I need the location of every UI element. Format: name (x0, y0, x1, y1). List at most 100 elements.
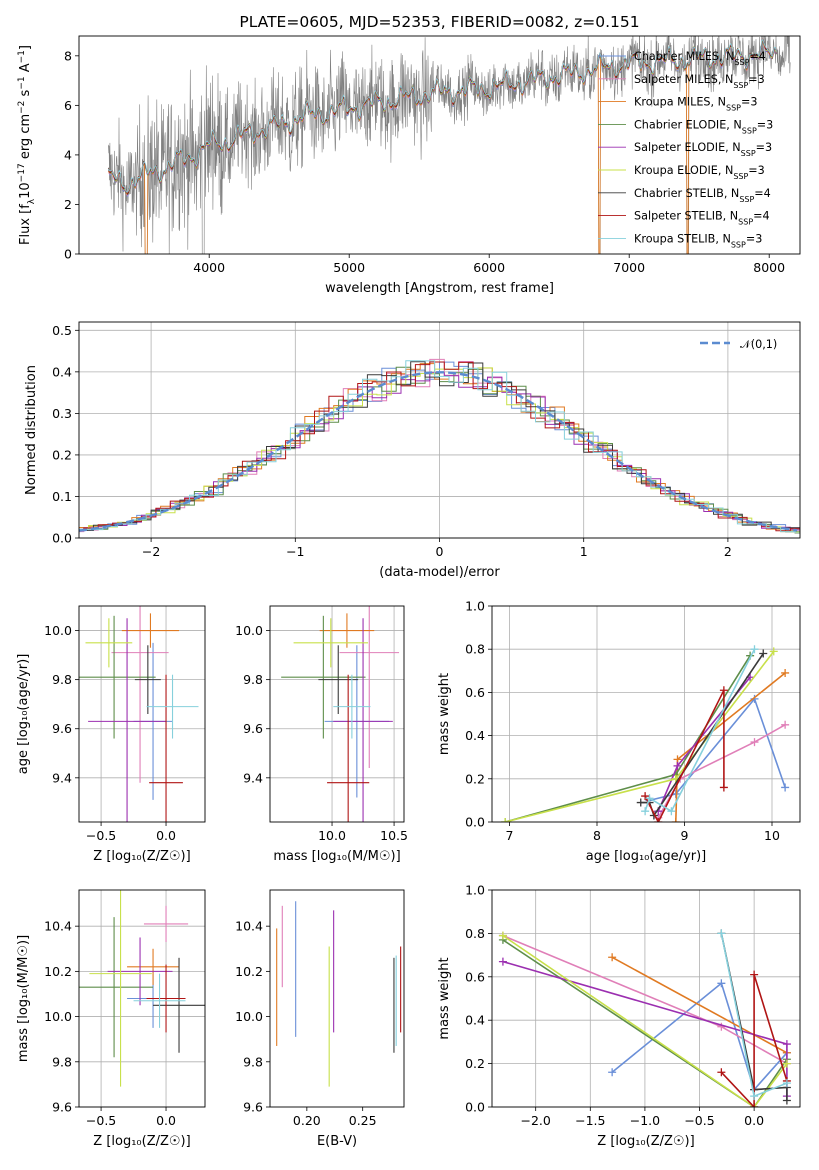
x-axis-label: age [log₁₀(age/yr)] (586, 849, 707, 864)
errorbar-salpeter_stelib (327, 674, 370, 822)
errorbar-kroupa_stelib (333, 674, 371, 739)
legend-entry-gaussian: 𝒩(0,1) (740, 338, 777, 351)
legend: Chabrier MILES, NSSP=4 Salpeter MILES, NS… (598, 50, 773, 249)
errorbar-salpeter_elodie (88, 618, 167, 822)
x-tick-label: 0.25 (349, 1113, 377, 1128)
y-tick-label: 0.6 (465, 969, 485, 984)
legend-entry-salpeter_elodie: Salpeter ELODIE, NSSP=3 (634, 141, 772, 158)
x-tick-label: −2.0 (521, 1113, 551, 1128)
panel-spectrum: 4000 5000 6000 7000 8000 0 2 4 6 8 PLATE=0605, MJD… (17, 13, 801, 296)
y-tick-label: 10.4 (44, 919, 72, 934)
x-tick-label: 10.0 (318, 828, 346, 843)
x-axis-label: Z [log₁₀(Z/Z☉)] (597, 1134, 694, 1149)
point-marker-salpeter_elodie (782, 1040, 791, 1049)
errorbar-kroupa_miles (319, 613, 375, 648)
series-line-kroupa_stelib (644, 648, 756, 813)
y-tick-label: 10.0 (235, 623, 263, 638)
point-marker-salpeter_stelib (641, 792, 650, 801)
x-tick-label: 4000 (193, 260, 225, 275)
series-salpeter_stelib (641, 686, 728, 822)
y-tick-label: 8 (64, 48, 72, 63)
y-tick-label: 9.6 (243, 1100, 263, 1115)
y-tick-label: 10.2 (44, 964, 72, 979)
point-marker-chabrier_stelib (782, 1096, 791, 1105)
series-line-salpeter_miles (657, 724, 786, 819)
model-spectrum-kroupa_stelib (108, 38, 777, 193)
point-marker-kroupa_stelib (667, 807, 676, 816)
x-axis-label: Z [log₁₀(Z/Z☉)] (93, 1134, 190, 1149)
errorbar-salpeter_miles (143, 905, 189, 942)
axes-frame (269, 605, 405, 823)
y-axis-label: mass weight (437, 957, 452, 1039)
point-marker-kroupa_elodie (769, 647, 778, 656)
x-tick-label: 8 (593, 828, 601, 843)
y-tick-label: 9.8 (243, 672, 263, 687)
errorbar-plot-area (79, 890, 205, 1087)
grid (270, 606, 404, 822)
legend-entry-chabrier_elodie: Chabrier ELODIE, NSSP=3 (634, 118, 773, 135)
panel-massweight-vs-metallicity: −2.0 −1.5 −1.0 −0.5 0.0 0.0 0.2 0.4 0.6 0.8 1.0 Z [… (437, 883, 801, 1149)
x-axis-label: mass [log₁₀(M/M☉)] (273, 849, 400, 864)
y-tick-label: 0.4 (465, 728, 485, 743)
errorbar-chabrier_stelib (134, 645, 161, 714)
y-tick-label: 0.1 (52, 489, 72, 504)
point-marker-salpeter_miles (717, 1022, 726, 1031)
y-tick-label: 10.4 (235, 919, 263, 934)
y-axis-label: Flux [fλ10−17 erg cm−2 s−1 A−1] (17, 45, 37, 245)
legend-entry-kroupa_miles: Kroupa MILES, NSSP=3 (634, 96, 757, 113)
series-kroupa_stelib (717, 929, 791, 1101)
x-tick-label: −1.5 (575, 1113, 605, 1128)
y-tick-label: 0.8 (465, 926, 485, 941)
point-marker-salpeter_miles (750, 738, 759, 747)
point-marker-chabrier_stelib (759, 649, 768, 658)
series-line-kroupa_elodie (504, 650, 775, 822)
y-tick-label: 10.0 (235, 1009, 263, 1024)
x-tick-label: 0.20 (293, 1113, 321, 1128)
y-tick-label: 0.2 (465, 1056, 485, 1071)
x-tick-label: −0.5 (86, 1113, 116, 1128)
normal-distribution-curve (79, 371, 798, 532)
point-marker-salpeter_miles (781, 720, 790, 729)
y-tick-label: 0.2 (52, 447, 72, 462)
x-tick-label: 10 (764, 828, 780, 843)
point-marker-chabrier_miles (717, 979, 726, 988)
errorbar-plot-area (79, 606, 199, 822)
panel-mass-vs-metallicity: −0.5 0.0 9.6 9.8 10.0 10.2 10.4 Z [log₁₀(Z/Z☉)]… (16, 889, 206, 1149)
point-marker-kroupa_miles (608, 953, 617, 962)
x-axis-label: (data-model)/error (379, 565, 500, 580)
errorbar-kroupa_miles (127, 948, 180, 985)
errorbar-kroupa_elodie (89, 890, 152, 1087)
legend: 𝒩(0,1) (700, 338, 777, 351)
errorbar-salpeter_elodie (333, 618, 393, 822)
series-line-chabrier_elodie (502, 939, 788, 1107)
point-marker-chabrier_miles (781, 783, 790, 792)
spectrum-plot-area (108, 36, 791, 254)
series-line-salpeter_stelib (644, 689, 725, 822)
x-tick-label: 5000 (333, 260, 365, 275)
point-marker-salpeter_elodie (673, 761, 682, 770)
legend-entry-salpeter_miles: Salpeter MILES, NSSP=3 (634, 73, 765, 90)
legend-entry-chabrier_stelib: Chabrier STELIB, NSSP=4 (634, 187, 771, 204)
axes-frame (491, 605, 801, 823)
y-tick-label: 9.8 (243, 1054, 263, 1069)
x-tick-label: 1 (580, 544, 588, 559)
point-marker-chabrier_stelib (636, 798, 645, 807)
series-chabrier_elodie (501, 651, 755, 822)
x-tick-label: 9 (681, 828, 689, 843)
x-axis-label: wavelength [Angstrom, rest frame] (325, 281, 554, 296)
y-tick-label: 4 (64, 147, 72, 162)
legend-entry-chabrier_miles: Chabrier MILES, NSSP=4 (634, 50, 766, 67)
errorbar-kroupa_miles (121, 613, 180, 648)
y-axis-label: age [log₁₀(age/yr)] (16, 654, 31, 775)
errorbar-chabrier_elodie (79, 917, 154, 1058)
series-kroupa_elodie (501, 647, 778, 822)
errorbar-salpeter_miles (339, 606, 400, 768)
series-chabrier_miles (645, 694, 790, 805)
axes-frame (78, 35, 801, 255)
x-axis-label: Z [log₁₀(Z/Z☉)] (93, 849, 190, 864)
point-marker-salpeter_stelib (750, 1103, 759, 1107)
x-tick-label: 0.0 (744, 1113, 764, 1128)
axes-frame (269, 889, 405, 1108)
point-marker-salpeter_stelib (654, 818, 663, 822)
